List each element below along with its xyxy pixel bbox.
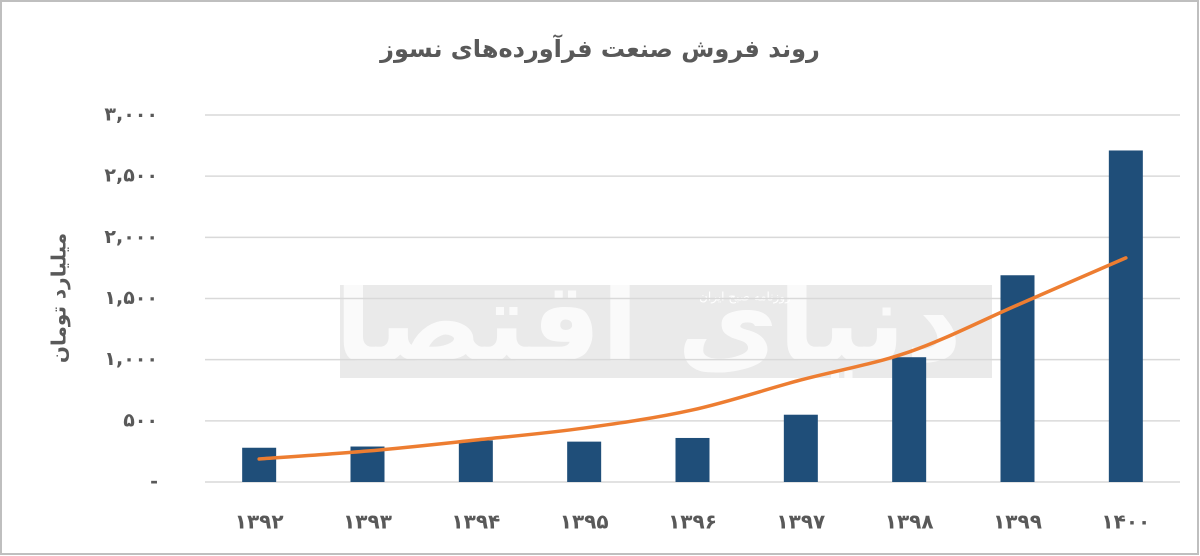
y-tick-label: ۱,۰۰۰ bbox=[104, 348, 158, 370]
y-tick-label: ۳,۰۰۰ bbox=[104, 104, 158, 126]
watermark-band bbox=[340, 285, 992, 378]
x-tick-label: ۱۳۹۹ bbox=[993, 510, 1042, 534]
x-tick-label: ۱۴۰۰ bbox=[1101, 510, 1150, 534]
x-tick-label: ۱۳۹۴ bbox=[451, 510, 500, 534]
y-axis-label: میلیارد تومان bbox=[47, 233, 71, 363]
y-tick-label: ۲,۰۰۰ bbox=[104, 226, 158, 248]
bar bbox=[567, 441, 602, 482]
watermark-logo: دنیای اقتصاد bbox=[278, 258, 962, 386]
x-tick-label: ۱۳۹۲ bbox=[235, 510, 284, 534]
x-tick-label: ۱۳۹۳ bbox=[343, 510, 392, 534]
bar bbox=[242, 447, 277, 482]
x-tick-label: ۱۳۹۵ bbox=[560, 510, 609, 534]
x-tick-label: ۱۳۹۸ bbox=[885, 510, 934, 534]
bar bbox=[675, 437, 710, 482]
y-tick-label: - bbox=[150, 471, 158, 493]
chart-title: روند فروش صنعت فرآورده‌های نسوز bbox=[379, 34, 820, 63]
y-tick-label: ۵۰۰ bbox=[123, 409, 158, 431]
x-tick-label: ۱۳۹۶ bbox=[668, 510, 717, 534]
bar bbox=[783, 414, 818, 482]
x-tick-label: ۱۳۹۷ bbox=[776, 510, 825, 534]
y-tick-label: ۲,۵۰۰ bbox=[104, 165, 158, 187]
y-tick-label: ۱,۵۰۰ bbox=[104, 287, 158, 309]
bar bbox=[458, 440, 493, 482]
bar bbox=[892, 357, 927, 482]
bar bbox=[1108, 150, 1143, 482]
watermark-tagline: روزنامه صبح ایران bbox=[699, 290, 791, 305]
trend-line bbox=[257, 256, 1128, 461]
